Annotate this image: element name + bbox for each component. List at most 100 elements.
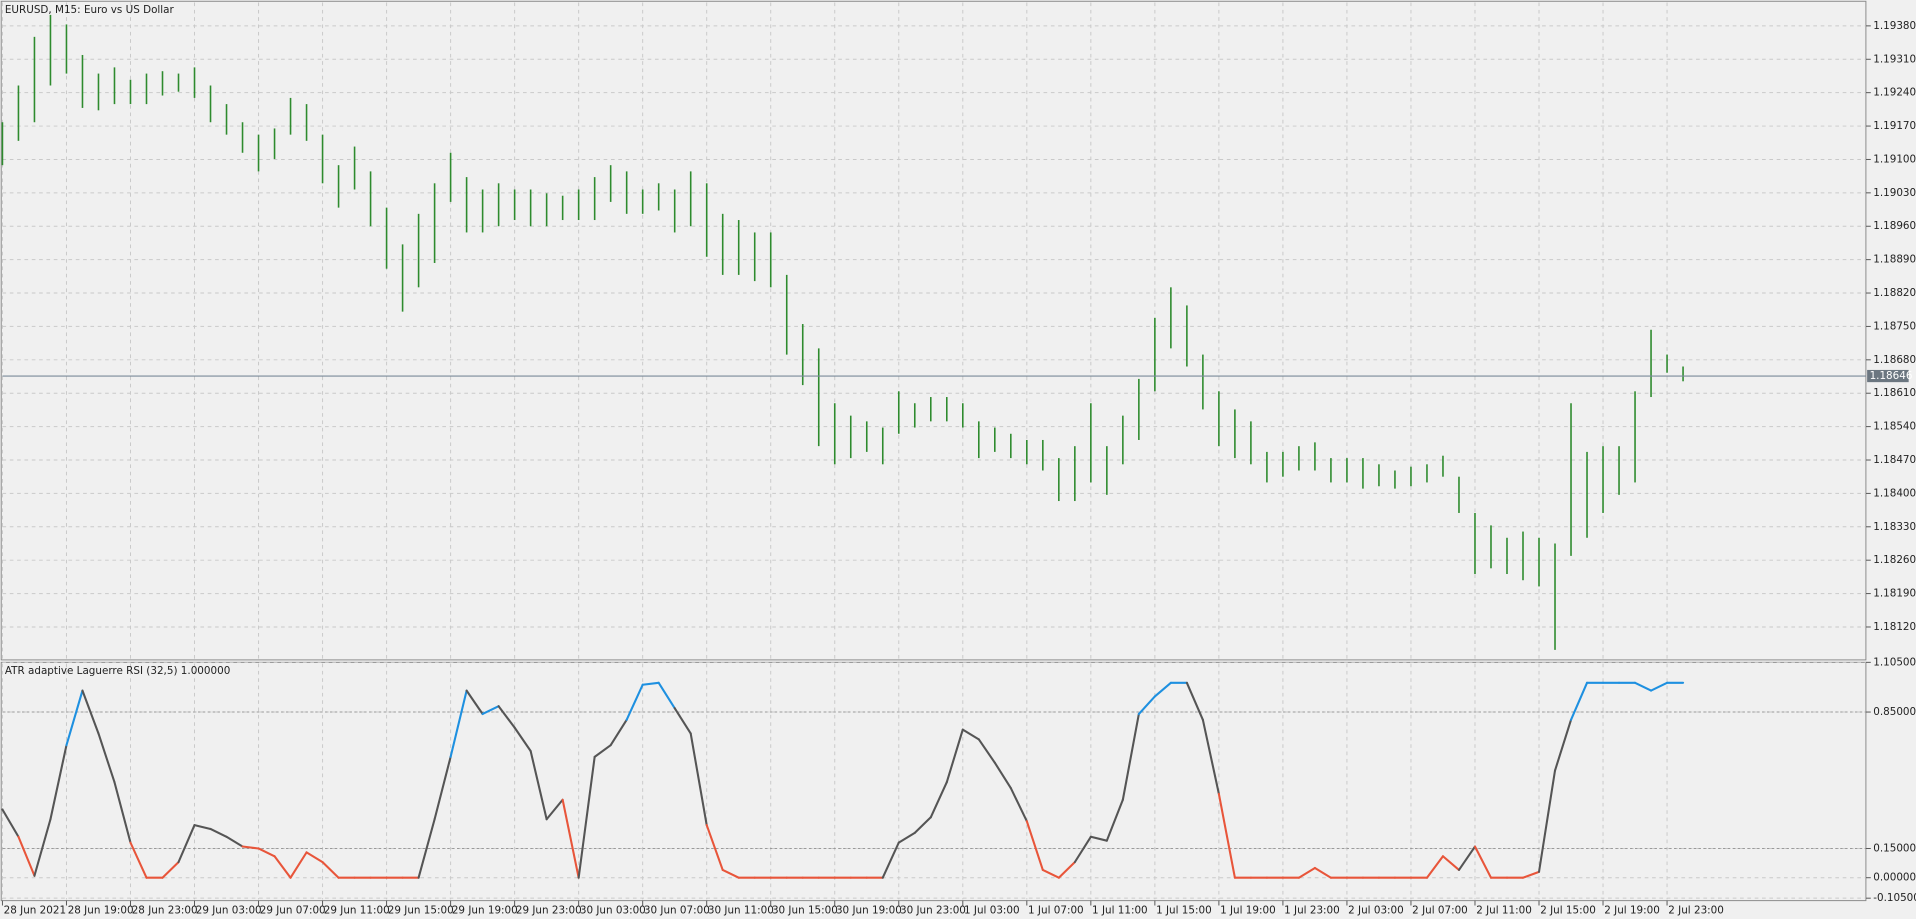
indicator-segment	[193, 824, 212, 831]
indicator-segment	[1297, 866, 1316, 879]
y-tick-label: 1.18190	[1873, 588, 1916, 600]
indicator-segment	[225, 835, 244, 848]
indicator-segment	[1057, 861, 1076, 879]
indicator-segment	[1089, 835, 1108, 842]
indicator-segment	[641, 681, 660, 686]
x-tick-label: 1 Jul 07:00	[1028, 904, 1084, 916]
indicator-segment	[1073, 835, 1092, 864]
x-tick-label: 29 Jun 19:00	[452, 904, 518, 916]
x-tick-label: 30 Jun 15:00	[772, 904, 838, 916]
indicator-segment	[417, 818, 436, 879]
x-tick-label: 2 Jul 23:00	[1668, 904, 1724, 916]
current-price-label: 1.18646	[1870, 370, 1913, 382]
y-tick-label: 1.18400	[1873, 487, 1916, 499]
x-tick-label: 2 Jul 03:00	[1348, 904, 1404, 916]
y-tick-label: 1.19170	[1873, 120, 1916, 132]
indicator-segment	[561, 798, 580, 879]
indicator-segment	[1521, 870, 1541, 879]
y-tick-label: 1.18680	[1873, 354, 1916, 366]
indicator-segment	[609, 718, 628, 747]
indicator-segment	[1313, 866, 1332, 879]
indicator-segment	[721, 868, 740, 879]
indicator-segment	[1137, 695, 1156, 716]
indicator-panel	[0, 661, 1867, 902]
indicator-segment	[1217, 792, 1236, 879]
y-tick-label: 1.18260	[1873, 554, 1916, 566]
indicator-segment	[449, 689, 468, 758]
indicator-segment	[705, 824, 724, 871]
indicator-segment	[1457, 845, 1477, 871]
x-tick-label: 29 Jun 11:00	[324, 904, 390, 916]
x-tick-label: 30 Jun 07:00	[644, 904, 710, 916]
y-tick-label: 1.18960	[1873, 220, 1916, 232]
current-price-tag	[1867, 369, 1909, 383]
indicator-segment	[497, 705, 516, 729]
y-tick-label: 1.19380	[1873, 20, 1916, 32]
indicator-segment	[1650, 681, 1669, 692]
indicator-segment	[993, 761, 1012, 790]
indicator-segment	[113, 781, 132, 844]
indicator-segment	[289, 851, 308, 879]
y-tick-label: 1.18750	[1873, 320, 1916, 332]
x-tick-label: 30 Jun 19:00	[836, 904, 902, 916]
x-tick-label: 29 Jun 23:00	[516, 904, 582, 916]
y-tick-label: 1.18820	[1873, 287, 1916, 299]
indicator-segment	[945, 728, 964, 784]
indicator-segment	[689, 732, 708, 827]
x-tick-label: 29 Jun 15:00	[388, 904, 454, 916]
y-tick-label: 1.18610	[1873, 387, 1916, 399]
y-tick-label: 1.19100	[1873, 153, 1916, 165]
x-tick-label: 1 Jul 19:00	[1220, 904, 1276, 916]
indicator-segment	[81, 689, 100, 735]
x-tick-label: 2 Jul 19:00	[1604, 904, 1660, 916]
x-tick-label: 30 Jun 03:00	[580, 904, 646, 916]
indicator-segment	[929, 781, 948, 819]
indicator-segment	[1569, 681, 1589, 721]
indicator-segment	[1041, 868, 1060, 879]
x-tick-label: 1 Jul 15:00	[1156, 904, 1212, 916]
x-tick-label: 1 Jul 23:00	[1284, 904, 1340, 916]
y-tick-label: 1.19030	[1873, 187, 1916, 199]
x-tick-label: 30 Jun 23:00	[900, 904, 966, 916]
indicator-segment	[625, 683, 644, 721]
x-tick-label: 2 Jul 11:00	[1476, 904, 1532, 916]
y-tick-label: 1.18540	[1873, 421, 1916, 433]
indicator-segment	[1537, 769, 1557, 873]
indicator-segment	[161, 861, 180, 879]
indicator-segment	[513, 726, 532, 753]
indicator-segment	[17, 835, 36, 877]
indicator-segment	[529, 749, 548, 821]
chart-title: EURUSD, M15: Euro vs US Dollar	[5, 4, 175, 16]
x-tick-label: 28 Jun 23:00	[132, 904, 198, 916]
indicator-segment	[1425, 855, 1445, 879]
x-tick-label: 29 Jun 03:00	[196, 904, 262, 916]
indicator-segment	[1009, 787, 1028, 823]
indicator-segment	[1121, 712, 1140, 801]
x-tick-label: 1 Jul 11:00	[1092, 904, 1148, 916]
indicator-segment	[1633, 681, 1653, 692]
x-tick-label: 2 Jul 15:00	[1540, 904, 1596, 916]
y-tick-label: 1.19310	[1873, 53, 1916, 65]
indicator-segment	[65, 689, 84, 747]
indicator-segment	[1153, 681, 1172, 698]
indicator-segment	[545, 798, 564, 821]
indicator-segment	[1185, 681, 1204, 721]
indicator-segment	[321, 861, 340, 879]
indicator-segment	[1553, 718, 1573, 772]
x-tick-label: 1 Jul 03:00	[964, 904, 1020, 916]
indicator-segment	[177, 824, 196, 864]
x-tick-label: 28 Jun 19:00	[68, 904, 134, 916]
indicator-segment	[1, 808, 20, 838]
grid-layer	[1, 2, 1866, 900]
y-tick-label: 1.18890	[1873, 254, 1916, 266]
y-tick-label: 1.19240	[1873, 87, 1916, 99]
x-tick-label: 28 Jun 2021	[4, 904, 66, 916]
y-tick-label: 1.18330	[1873, 521, 1916, 533]
main-panel	[0, 0, 1867, 661]
